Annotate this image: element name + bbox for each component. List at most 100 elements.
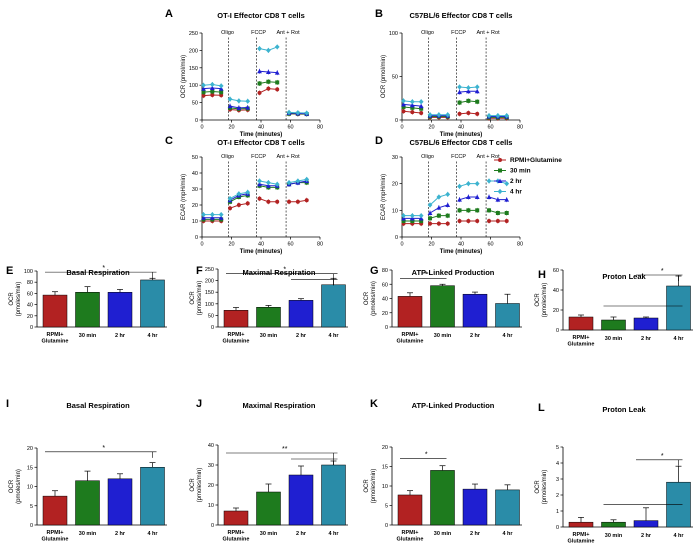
bar	[601, 319, 626, 331]
data-point	[218, 212, 224, 218]
data-point	[419, 219, 424, 223]
data-point	[457, 100, 462, 105]
x-tick-label: 4 hr	[502, 531, 513, 537]
legend-marker	[498, 168, 502, 173]
x-tick-label: Glutamine	[397, 537, 424, 543]
bar	[42, 495, 68, 526]
y-tick-label: 0	[556, 328, 559, 334]
y-tick-label: 10	[208, 503, 214, 509]
y-tick-label: 0	[395, 118, 398, 124]
y-axis-label-units: (pmoles/min)	[16, 469, 22, 504]
y-axis-label: OCR	[364, 479, 370, 493]
y-tick-label: 50	[208, 313, 214, 319]
data-point	[419, 106, 424, 111]
data-point	[401, 104, 406, 109]
series-3	[201, 176, 310, 218]
x-tick-label: RPMI+	[228, 530, 245, 536]
y-tick-label: 250	[205, 267, 214, 273]
x-tick-label: Glutamine	[42, 339, 69, 345]
y-tick-label: 50	[192, 155, 198, 161]
y-axis-label-units: (pmoles/min)	[542, 470, 548, 505]
y-axis-label: OCR	[535, 480, 541, 494]
bar	[288, 300, 314, 328]
data-point	[436, 221, 441, 226]
data-point	[257, 46, 262, 52]
x-tick-label: 30 min	[434, 531, 452, 537]
chart-title: Proton Leak	[602, 272, 646, 281]
x-tick-label: 4 hr	[673, 336, 684, 342]
data-point	[401, 98, 406, 104]
y-tick-label: 20	[192, 203, 198, 209]
y-tick-label: 80	[382, 268, 388, 274]
bar	[223, 310, 249, 328]
injection-label: FCCP	[451, 154, 466, 160]
y-tick-label: 60	[553, 268, 559, 274]
x-axis-label: Time (minutes)	[440, 249, 483, 255]
data-point	[474, 84, 480, 90]
panel-label: B	[375, 8, 383, 20]
data-point	[466, 208, 471, 213]
data-point	[266, 199, 271, 204]
y-tick-label: 0	[195, 235, 198, 241]
data-point	[219, 90, 224, 95]
data-point	[266, 86, 271, 91]
x-tick-label: 40	[458, 242, 464, 248]
x-tick-label: 2 hr	[115, 531, 126, 537]
x-axis-label: Time (minutes)	[440, 132, 483, 138]
data-point	[410, 110, 415, 115]
y-tick-label: 100	[24, 269, 33, 275]
data-point	[275, 199, 280, 204]
data-point	[457, 208, 462, 213]
x-axis-label: Time (minutes)	[240, 132, 283, 138]
x-tick-label: 4 hr	[502, 333, 513, 339]
data-point	[266, 79, 271, 84]
panel-label: J	[196, 398, 202, 410]
data-point	[427, 202, 433, 208]
data-point	[257, 90, 262, 95]
y-axis-label: OCR	[364, 291, 370, 305]
data-point	[209, 81, 215, 88]
series-2	[201, 68, 310, 117]
y-tick-label: 10	[27, 485, 33, 491]
data-point	[445, 191, 451, 197]
data-point	[295, 110, 301, 116]
data-point	[445, 202, 451, 207]
panel-label: F	[196, 265, 203, 277]
data-point	[218, 83, 224, 89]
bar	[430, 470, 455, 526]
y-axis-label: OCR	[190, 291, 196, 305]
data-point	[487, 208, 492, 213]
y-tick-label: 40	[382, 297, 388, 303]
y-tick-label: 40	[553, 288, 559, 294]
bar	[75, 292, 100, 328]
y-tick-label: 200	[189, 48, 198, 54]
x-tick-label: 2 hr	[641, 336, 652, 342]
data-point	[209, 215, 215, 220]
bar	[462, 488, 488, 526]
y-tick-label: 5	[385, 504, 388, 510]
x-tick-label: 80	[317, 125, 323, 131]
chart-panel-g: G ATP-Linked Production 0 20 40 60 80 OCR (pmole…	[364, 265, 522, 345]
bar	[601, 521, 626, 528]
y-axis-label-units: (pmoles/min)	[16, 282, 22, 317]
x-tick-label: RPMI+	[573, 335, 590, 341]
data-point	[265, 180, 271, 186]
panel-label: E	[6, 265, 13, 277]
data-point	[475, 111, 480, 116]
data-point	[486, 113, 492, 119]
x-tick-label: Glutamine	[568, 539, 595, 545]
significance-label: *	[283, 267, 286, 274]
injection-label: Ant + Rot	[277, 154, 301, 160]
data-point	[201, 82, 206, 88]
data-point	[504, 211, 509, 215]
chart-title: Proton Leak	[602, 405, 646, 414]
data-point	[257, 181, 262, 187]
data-point	[495, 197, 501, 202]
panel-label: H	[538, 269, 546, 281]
data-point	[275, 87, 280, 92]
data-point	[457, 197, 462, 202]
x-axis-label: Time (minutes)	[240, 249, 283, 255]
data-point	[295, 199, 300, 204]
x-tick-label: 0	[200, 125, 203, 131]
data-point	[401, 213, 406, 219]
